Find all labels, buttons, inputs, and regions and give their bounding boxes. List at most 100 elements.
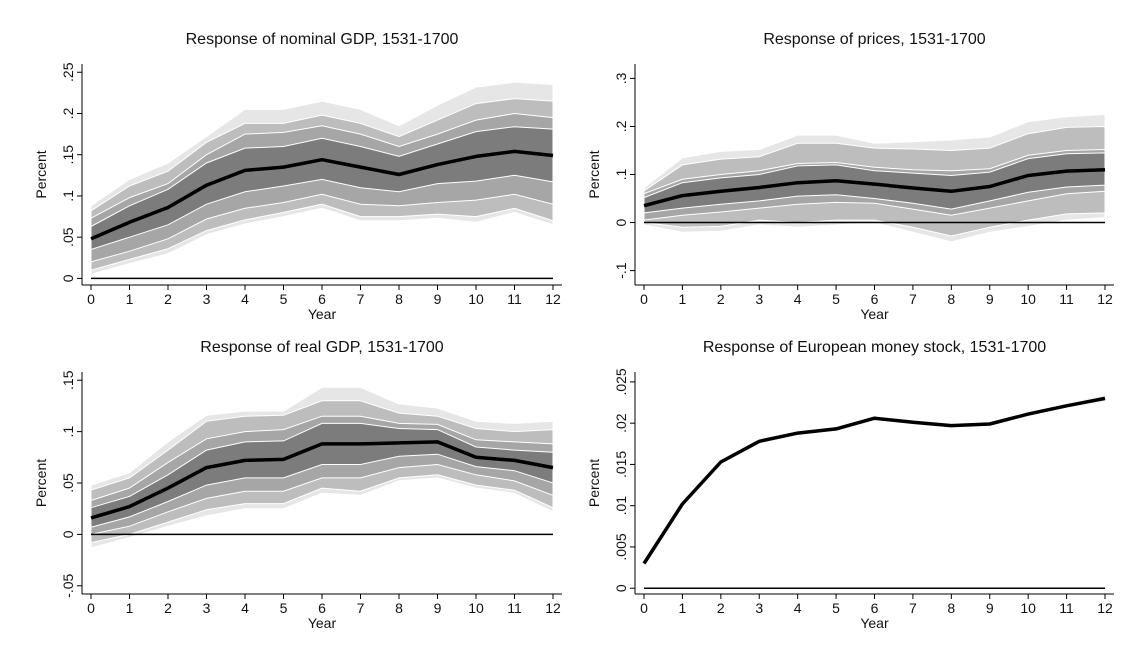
x-tick-label: 12 (1097, 291, 1113, 307)
x-tick-label: 1 (679, 291, 687, 307)
x-tick-label: 0 (87, 291, 95, 307)
chart-title: Response of European money stock, 1531-1… (703, 339, 1046, 356)
x-tick-label: 6 (871, 600, 879, 616)
x-tick-label: 3 (203, 600, 211, 616)
x-tick-label: 9 (986, 600, 994, 616)
x-tick-label: 8 (395, 291, 403, 307)
x-tick-label: 7 (909, 291, 917, 307)
x-tick-label: 5 (280, 600, 288, 616)
x-tick-label: 3 (203, 291, 211, 307)
y-tick-label: -.1 (613, 262, 629, 279)
x-tick-label: 11 (1059, 600, 1074, 616)
chart-title: Response of prices, 1531-1700 (763, 31, 985, 48)
y-tick-label: .05 (60, 473, 76, 493)
x-tick-label: 6 (871, 291, 879, 307)
x-tick-label: 8 (947, 600, 955, 616)
y-tick-label: -.05 (60, 574, 76, 598)
x-tick-label: 3 (755, 600, 763, 616)
x-tick-label: 0 (640, 600, 648, 616)
x-tick-label: 7 (909, 600, 917, 616)
y-tick-label: .1 (60, 426, 76, 438)
x-tick-label: 11 (507, 600, 522, 616)
y-tick-label: .015 (613, 451, 629, 478)
x-tick-label: 0 (87, 600, 95, 616)
panel-real-gdp: Response of real GDP, 1531-1700 0 1 2 3 4 5 6 7 8… (0, 324, 564, 648)
x-tick-label: 6 (318, 291, 326, 307)
x-tick-label: 5 (280, 291, 288, 307)
x-tick-label: 10 (1020, 600, 1036, 616)
y-tick-label: .01 (613, 496, 629, 516)
x-tick-label: 12 (545, 600, 561, 616)
y-tick-label: .15 (60, 370, 76, 390)
x-tick-label: 11 (507, 291, 522, 307)
x-tick-label: 12 (1097, 600, 1113, 616)
y-tick-label: .2 (613, 120, 629, 132)
x-tick-label: 2 (164, 291, 172, 307)
y-tick-label: .025 (613, 368, 629, 395)
x-tick-label: 9 (434, 291, 442, 307)
y-tick-label: .1 (613, 168, 629, 180)
x-tick-label: 7 (357, 291, 365, 307)
y-axis-label: Percent (586, 459, 602, 507)
y-tick-label: 0 (613, 584, 629, 592)
x-tick-label: 7 (357, 600, 365, 616)
panel-money-stock: Response of European money stock, 1531-1… (564, 324, 1128, 648)
x-tick-label: 2 (164, 600, 172, 616)
impulse-response-line (90, 440, 554, 520)
y-tick-label: .3 (613, 72, 629, 84)
x-axis-label: Year (308, 615, 337, 631)
x-axis-label: Year (860, 615, 889, 631)
x-tick-label: 2 (717, 600, 725, 616)
x-tick-label: 9 (434, 600, 442, 616)
x-tick-label: 2 (717, 291, 725, 307)
y-tick-label: 0 (613, 218, 629, 226)
x-tick-label: 8 (395, 600, 403, 616)
y-tick-label: .2 (60, 107, 76, 119)
x-tick-label: 4 (241, 600, 249, 616)
x-tick-label: 0 (640, 291, 648, 307)
y-tick-label: .05 (60, 227, 76, 247)
chart-title: Response of nominal GDP, 1531-1700 (186, 31, 459, 48)
y-axis-label: Percent (33, 150, 49, 198)
y-tick-label: .25 (60, 62, 76, 82)
x-tick-label: 10 (1020, 291, 1036, 307)
x-tick-label: 10 (468, 291, 484, 307)
confidence-band-68 (90, 422, 554, 528)
x-tick-label: 10 (468, 600, 484, 616)
x-tick-label: 1 (679, 600, 687, 616)
x-tick-label: 4 (794, 600, 802, 616)
x-tick-label: 9 (986, 291, 994, 307)
x-tick-label: 5 (832, 600, 840, 616)
y-axis-label: Percent (33, 459, 49, 507)
x-tick-label: 3 (755, 291, 763, 307)
x-tick-label: 4 (794, 291, 802, 307)
impulse-response-line (643, 167, 1106, 208)
x-axis-label: Year (860, 306, 889, 322)
x-axis-label: Year (308, 306, 337, 322)
x-tick-label: 11 (1059, 291, 1074, 307)
y-tick-label: .1 (60, 190, 76, 202)
x-tick-label: 5 (832, 291, 840, 307)
y-tick-label: 0 (60, 530, 76, 538)
x-tick-label: 12 (545, 291, 561, 307)
chart-money-stock: Response of European money stock, 1531-1… (586, 339, 1114, 631)
x-tick-label: 1 (126, 600, 134, 616)
y-tick-label: .15 (60, 145, 76, 165)
x-tick-label: 4 (241, 291, 249, 307)
x-tick-label: 8 (947, 291, 955, 307)
confidence-band-68 (90, 126, 554, 251)
impulse-response-line (642, 396, 1106, 565)
panel-prices: Response of prices, 1531-1700 0 1 2 3 4 5 6 7 8 9 1… (564, 0, 1128, 324)
chart-title: Response of real GDP, 1531-1700 (200, 339, 444, 356)
y-tick-label: 0 (60, 274, 76, 282)
impulse-response-line (90, 149, 554, 241)
x-tick-label: 1 (126, 291, 134, 307)
y-tick-label: .02 (613, 413, 629, 433)
x-tick-label: 6 (318, 600, 326, 616)
y-tick-label: .005 (613, 533, 629, 560)
y-axis-label: Percent (586, 150, 602, 198)
